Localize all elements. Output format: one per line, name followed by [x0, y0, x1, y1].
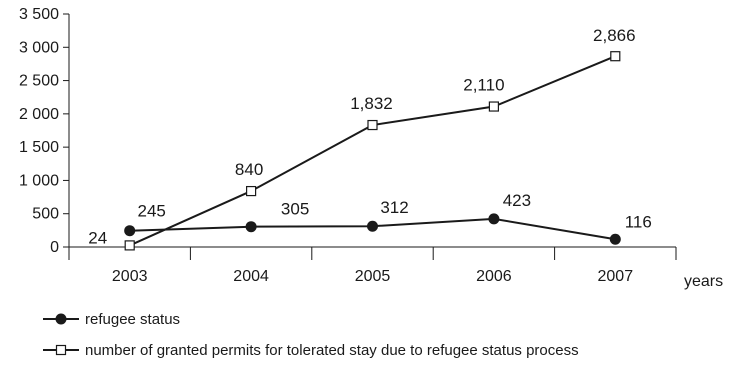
series-line: [129, 55, 616, 247]
data-label: 2,866: [593, 26, 636, 45]
data-point: [246, 185, 257, 197]
y-tick-label: 3 500: [19, 6, 59, 23]
data-label: 116: [625, 212, 652, 231]
data-point: [488, 101, 499, 112]
data-point: [609, 233, 621, 245]
y-tick-label: 2 500: [19, 73, 59, 90]
y-tick-label: 1 500: [19, 139, 59, 156]
y-tick-label: 1 000: [19, 172, 59, 189]
x-tick-label: 2006: [476, 268, 512, 285]
legend-entry: refugee status: [85, 311, 180, 328]
data-point: [367, 220, 378, 232]
data-label: 1,832: [350, 94, 393, 113]
chart-series: [124, 51, 621, 251]
data-label: 840: [235, 160, 263, 179]
data-label: 305: [281, 200, 309, 219]
data-point: [124, 240, 135, 251]
x-tick-label: 2007: [598, 268, 634, 285]
chart-legend: refugee status number of granted permits …: [43, 311, 579, 359]
data-label: 24: [88, 228, 107, 247]
data-point: [245, 221, 257, 233]
x-tick-label: 2003: [112, 268, 148, 285]
legend-entry: number of granted permits for tolerated …: [85, 342, 579, 359]
chart-axes: 0 500 1 000 1 500 2 000 2 500 3 000 3 500 2003 20…: [19, 6, 677, 285]
y-tick-label: 0: [50, 239, 59, 256]
legend-marker: [55, 344, 67, 356]
x-tick-label: 2004: [233, 268, 269, 285]
data-label: 312: [380, 198, 408, 217]
data-label: 245: [138, 202, 166, 221]
legend-marker: [55, 313, 67, 325]
data-label: 2,110: [463, 76, 504, 95]
x-axis-label: years: [684, 273, 723, 290]
x-tick-label: 2005: [355, 268, 391, 285]
data-point: [488, 213, 500, 225]
data-point: [124, 225, 136, 237]
y-tick-label: 2 000: [19, 106, 59, 123]
chart-data-labels: 245 305 312 423 116 24 840 1,832 2,110 2,866: [88, 26, 652, 247]
data-label: 423: [503, 191, 531, 210]
y-tick-label: 3 000: [19, 39, 59, 56]
data-point: [367, 119, 378, 131]
y-tick-label: 500: [32, 206, 59, 223]
data-point: [610, 51, 621, 62]
